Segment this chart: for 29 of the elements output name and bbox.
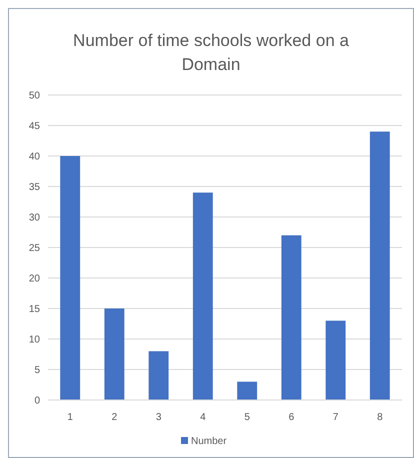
y-tick-label: 35	[28, 182, 40, 193]
x-tick-label: 6	[288, 412, 295, 423]
y-tick-label: 50	[28, 90, 40, 102]
x-tick-label: 8	[377, 412, 384, 423]
y-tick-label: 30	[28, 212, 40, 224]
bar	[192, 192, 213, 400]
y-tick-label: 45	[28, 121, 40, 132]
x-tick-label: 2	[112, 412, 118, 423]
bar	[326, 320, 346, 400]
legend-label: Number	[191, 436, 228, 447]
y-tick-label: 0	[34, 396, 40, 406]
y-tick-label: 5	[34, 365, 40, 376]
y-tick-label: 20	[28, 274, 40, 284]
bar	[148, 351, 169, 400]
x-tick-label: 1	[67, 412, 74, 423]
y-tick-label: 40	[28, 152, 40, 162]
bar	[281, 235, 302, 400]
x-tick-label: 3	[156, 412, 162, 423]
bar	[60, 156, 80, 400]
y-tick-label: 15	[28, 304, 40, 315]
x-tick-label: 7	[332, 412, 339, 423]
x-tick-label: 4	[200, 412, 206, 423]
y-tick-label: 10	[28, 334, 40, 346]
chart-title: Number of time schools worked on a Domain	[73, 31, 350, 74]
bar	[370, 132, 390, 400]
bar	[237, 382, 258, 400]
bar	[104, 308, 124, 400]
x-tick-label: 5	[244, 412, 250, 423]
y-tick-label: 25	[28, 243, 40, 254]
